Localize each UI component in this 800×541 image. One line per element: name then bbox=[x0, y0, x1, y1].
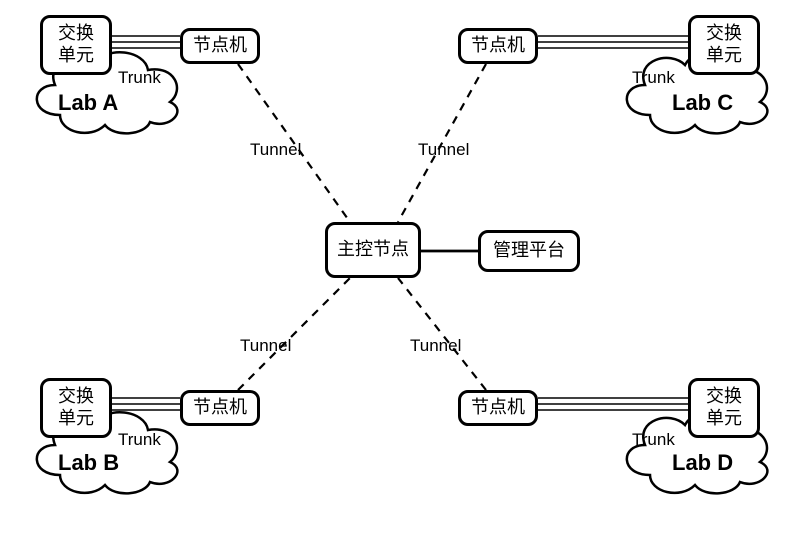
mgmt-platform-label: 管理平台 bbox=[493, 240, 565, 262]
switch-unit-b-line1: 交换 bbox=[58, 386, 94, 406]
switch-unit-b-line2: 单元 bbox=[58, 408, 94, 428]
node-machine-b-label: 节点机 bbox=[193, 397, 247, 419]
node-machine-d: 节点机 bbox=[458, 390, 538, 426]
trunk-b-label: Trunk bbox=[118, 430, 161, 450]
trunk-a-label: Trunk bbox=[118, 68, 161, 88]
node-machine-c: 节点机 bbox=[458, 28, 538, 64]
switch-unit-d: 交换 单元 bbox=[688, 378, 760, 438]
node-machine-a-label: 节点机 bbox=[193, 35, 247, 57]
switch-unit-a-line1: 交换 bbox=[58, 23, 94, 43]
tunnel-b-line bbox=[238, 278, 350, 390]
master-node-label: 主控节点 bbox=[337, 239, 409, 261]
tunnel-d-line bbox=[398, 278, 486, 390]
cloud-a-label: Lab A bbox=[58, 90, 118, 116]
cloud-c-label: Lab C bbox=[672, 90, 733, 116]
diagram-canvas: Lab A Lab B Lab C Lab D 交换 单元 交换 单元 交换 单… bbox=[0, 0, 800, 541]
tunnel-d-label: Tunnel bbox=[410, 336, 461, 356]
mgmt-platform: 管理平台 bbox=[478, 230, 580, 272]
cloud-b-label: Lab B bbox=[58, 450, 119, 476]
tunnel-a-label: Tunnel bbox=[250, 140, 301, 160]
trunk-c-label: Trunk bbox=[632, 68, 675, 88]
tunnel-b-label: Tunnel bbox=[240, 336, 291, 356]
node-machine-a: 节点机 bbox=[180, 28, 260, 64]
switch-unit-c-line2: 单元 bbox=[706, 45, 742, 65]
tunnel-c-label: Tunnel bbox=[418, 140, 469, 160]
master-node: 主控节点 bbox=[325, 222, 421, 278]
switch-unit-a-line2: 单元 bbox=[58, 45, 94, 65]
trunk-d-label: Trunk bbox=[632, 430, 675, 450]
node-machine-b: 节点机 bbox=[180, 390, 260, 426]
node-machine-d-label: 节点机 bbox=[471, 397, 525, 419]
switch-unit-c: 交换 单元 bbox=[688, 15, 760, 75]
switch-unit-d-line2: 单元 bbox=[706, 408, 742, 428]
switch-unit-c-line1: 交换 bbox=[706, 23, 742, 43]
node-machine-c-label: 节点机 bbox=[471, 35, 525, 57]
switch-unit-d-line1: 交换 bbox=[706, 386, 742, 406]
switch-unit-a: 交换 单元 bbox=[40, 15, 112, 75]
cloud-d-label: Lab D bbox=[672, 450, 733, 476]
switch-unit-b: 交换 单元 bbox=[40, 378, 112, 438]
